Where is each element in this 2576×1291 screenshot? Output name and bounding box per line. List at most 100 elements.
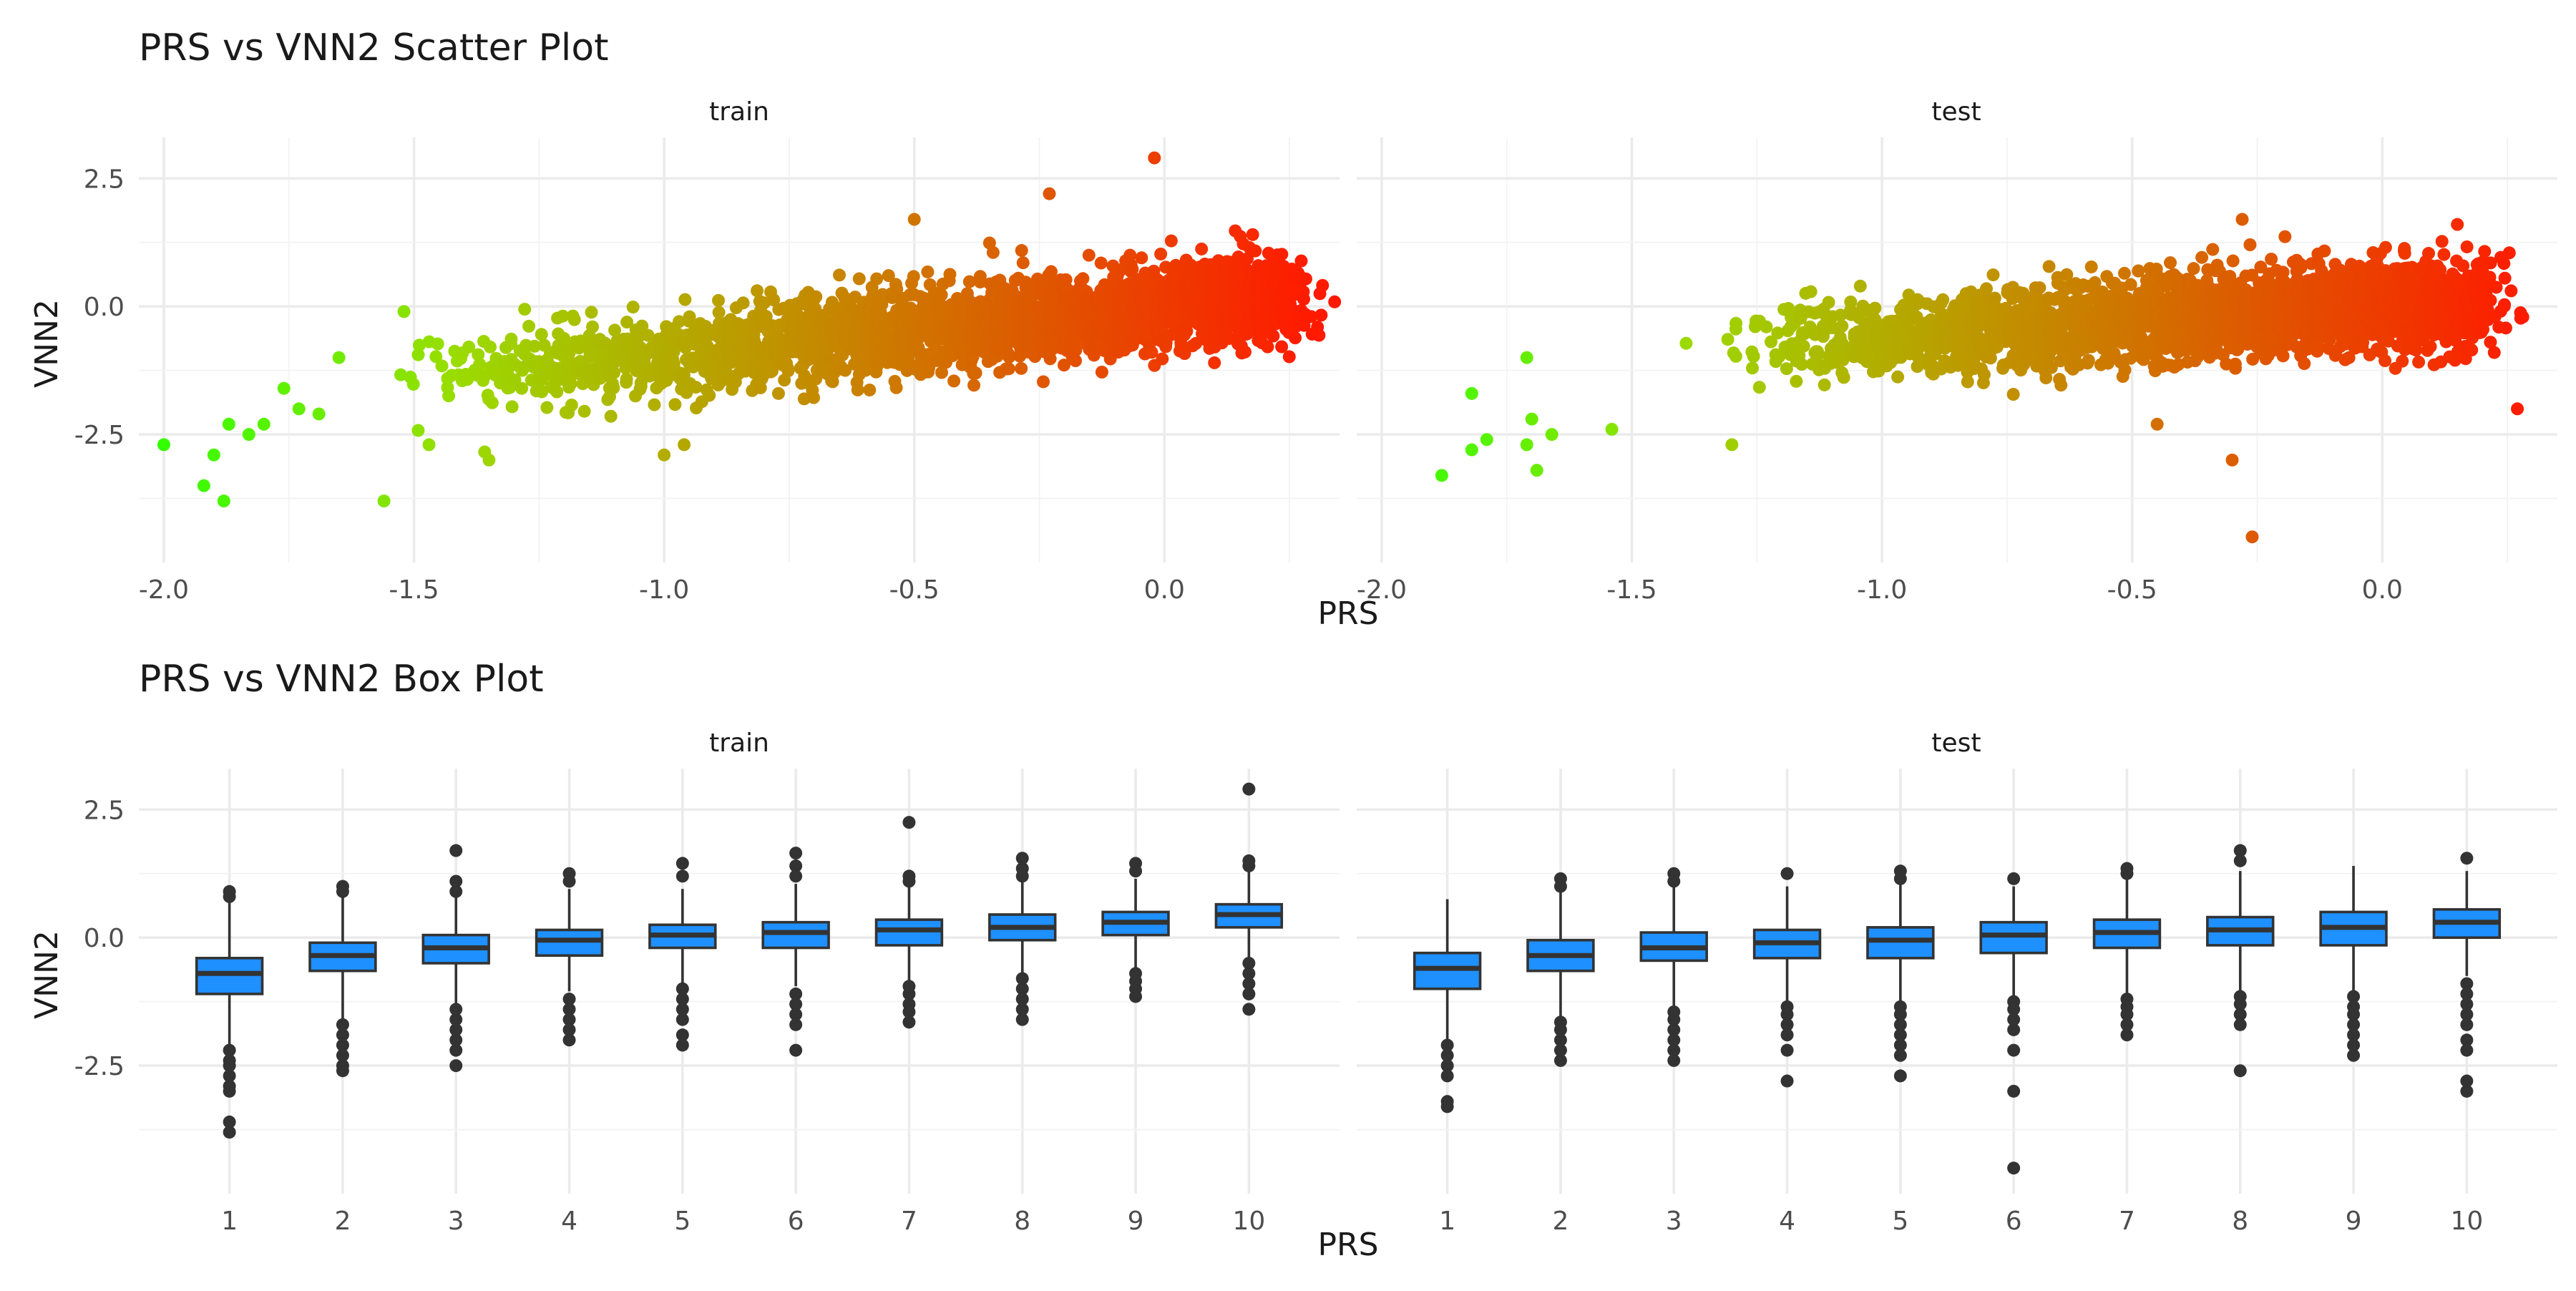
scatter-test-point <box>1805 286 1818 298</box>
scatter-train-point <box>1037 375 1050 388</box>
scatter-train-point <box>586 321 599 333</box>
scatter-test-point <box>1838 371 1850 384</box>
scatter-train-point <box>1148 152 1161 165</box>
scatter-train-point <box>907 270 920 283</box>
scatter-train-x-tick-label: -2.0 <box>139 575 189 605</box>
scatter-train-point <box>518 303 531 316</box>
scatter-train-point <box>436 359 449 372</box>
scatter-test-point <box>1679 337 1692 350</box>
scatter-test-point <box>2043 260 2056 273</box>
scatter-train-point <box>970 366 982 379</box>
scatter-train-point <box>1312 329 1325 342</box>
scatter-train-point <box>833 268 846 281</box>
scatter-train-point <box>504 333 517 346</box>
scatter-train-x-tick-label: -1.5 <box>389 575 439 605</box>
scatter-train-point <box>678 293 691 306</box>
scatter-train-point <box>987 246 1000 259</box>
scatter-test-point <box>1818 379 1831 391</box>
scatter-train-point <box>1268 264 1281 277</box>
scatter-train-point <box>522 320 535 333</box>
scatter-test-point <box>1835 320 1848 333</box>
scatter-test-point <box>2229 362 2242 375</box>
scatter-train-point <box>578 405 591 418</box>
scatter-train-point <box>540 401 553 414</box>
scatter-facet-label-test: test <box>1931 97 1981 127</box>
scatter-train-point <box>947 374 960 387</box>
scatter-title: PRS vs VNN2 Scatter Plot <box>139 26 609 69</box>
scatter-train-y-tick-label: 2.5 <box>84 165 125 194</box>
scatter-train-point <box>1015 362 1028 375</box>
scatter-train-y-tick-label: 0.0 <box>84 293 125 322</box>
scatter-train-point <box>1195 243 1208 255</box>
scatter-test-point <box>1753 381 1766 394</box>
scatter-train-point <box>378 495 391 507</box>
scatter-train-point <box>535 328 548 341</box>
scatter-test-point <box>1760 321 1773 333</box>
scatter-test-point <box>1790 375 1802 388</box>
scatter-test-point <box>1891 371 1904 384</box>
scatter-train-point <box>1289 331 1302 344</box>
scatter-train-point <box>737 296 750 309</box>
scatter-train-point <box>1316 279 1329 292</box>
scatter-train-x-tick-label: -1.0 <box>639 575 689 605</box>
scatter-test-point <box>2227 255 2240 268</box>
scatter-train-point <box>1096 366 1108 379</box>
box-facet-label-train: train <box>709 729 769 758</box>
scatter-train-point <box>678 438 691 451</box>
scatter-train-point <box>908 213 921 226</box>
scatter-train-point <box>1165 235 1178 248</box>
scatter-test-point <box>2033 281 2046 294</box>
scatter-train-point <box>620 373 633 386</box>
scatter-test-point <box>2007 388 2020 401</box>
scatter-train-point <box>772 387 785 400</box>
scatter-train-point <box>1156 352 1169 365</box>
scatter-train-point <box>863 384 876 396</box>
scatter-train-point <box>712 294 725 307</box>
scatter-test-point <box>1978 368 1991 381</box>
scatter-train-point <box>243 428 255 441</box>
scatter-train-point <box>943 268 956 281</box>
scatter-train-point <box>852 384 864 396</box>
scatter-train-point <box>1246 228 1259 241</box>
scatter-train-point <box>807 391 820 404</box>
scatter-train-x-tick-label: 0.0 <box>1144 575 1185 605</box>
scatter-train-y-tick-label: -2.5 <box>74 421 125 450</box>
scatter-test-point <box>2318 245 2331 258</box>
scatter-train-point <box>935 288 948 301</box>
scatter-test-point <box>2118 267 2131 280</box>
scatter-facet-label-train: train <box>709 97 769 127</box>
scatter-train-point <box>1076 272 1089 285</box>
scatter-test-x-tick-label: -0.5 <box>2107 575 2157 605</box>
scatter-test-point <box>2396 355 2409 368</box>
scatter-test-point <box>1797 340 1810 353</box>
scatter-test-point <box>1746 361 1759 374</box>
scatter-train-point <box>870 273 883 286</box>
scatter-test-point <box>1854 280 1867 293</box>
scatter-train-point <box>1154 248 1167 260</box>
scatter-train-point <box>218 495 230 507</box>
scatter-train-point <box>668 398 681 411</box>
scatter-train-point <box>197 479 210 492</box>
scatter-test-x-tick-label: 0.0 <box>2362 575 2403 605</box>
scatter-test-x-tick-label: -2.0 <box>1357 575 1407 605</box>
scatter-train-point <box>550 386 563 399</box>
scatter-train-point <box>398 305 411 318</box>
scatter-test-point <box>2085 260 2098 273</box>
scatter-train-point <box>703 389 716 401</box>
scatter-train-point <box>967 379 980 391</box>
scatter-train-point <box>1261 341 1274 354</box>
scatter-train-x-tick-label: -0.5 <box>889 575 940 605</box>
scatter-test-point <box>1868 302 1881 315</box>
scatter-train-point <box>648 399 660 411</box>
scatter-test-point <box>2424 340 2437 353</box>
scatter-train-point <box>293 402 306 415</box>
scatter-train-point <box>157 438 170 451</box>
scatter-train-point <box>890 381 903 394</box>
scatter-train-point <box>568 313 581 326</box>
scatter-y-axis-title: VNN2 <box>29 299 65 388</box>
scatter-test-point <box>2277 349 2290 362</box>
scatter-train-point <box>313 407 326 420</box>
scatter-test-point <box>2422 247 2435 260</box>
scatter-test-point <box>1729 317 1742 330</box>
